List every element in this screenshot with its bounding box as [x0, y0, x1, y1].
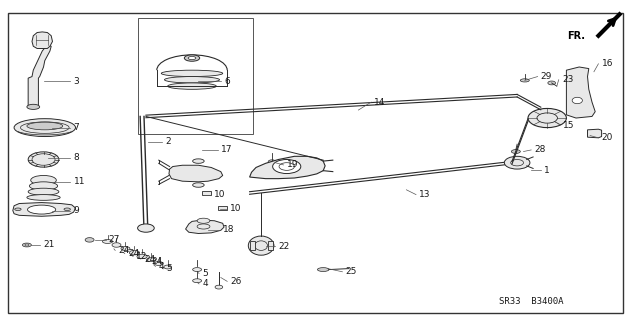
Ellipse shape: [27, 104, 40, 109]
Text: 16: 16: [602, 59, 613, 68]
Ellipse shape: [188, 56, 196, 60]
Text: 3: 3: [74, 77, 79, 86]
Text: 18: 18: [223, 225, 234, 234]
Text: 12: 12: [136, 252, 148, 261]
Ellipse shape: [147, 258, 156, 262]
Polygon shape: [169, 165, 223, 182]
Text: 1: 1: [544, 166, 550, 174]
Ellipse shape: [27, 195, 60, 200]
Ellipse shape: [215, 285, 223, 289]
Text: 26: 26: [230, 277, 242, 286]
Text: 9: 9: [74, 206, 79, 215]
Text: 21: 21: [44, 241, 55, 249]
Text: SR33  B3400A: SR33 B3400A: [499, 297, 564, 306]
Text: 24: 24: [128, 249, 140, 258]
Ellipse shape: [164, 77, 220, 83]
Ellipse shape: [137, 254, 147, 259]
Ellipse shape: [15, 208, 21, 211]
Ellipse shape: [28, 188, 59, 195]
Ellipse shape: [27, 122, 63, 130]
Ellipse shape: [112, 243, 121, 247]
Text: 7: 7: [74, 123, 79, 132]
Ellipse shape: [129, 250, 140, 255]
Text: 22: 22: [278, 242, 290, 251]
Text: 20: 20: [602, 133, 613, 142]
Ellipse shape: [511, 150, 520, 153]
Ellipse shape: [248, 236, 274, 255]
Ellipse shape: [528, 108, 566, 128]
Ellipse shape: [28, 205, 56, 214]
Ellipse shape: [28, 152, 59, 167]
Polygon shape: [186, 220, 224, 234]
Text: 19: 19: [287, 160, 298, 169]
Ellipse shape: [193, 159, 204, 163]
Text: 10: 10: [214, 190, 226, 199]
Text: 14: 14: [374, 98, 386, 107]
Ellipse shape: [184, 55, 200, 61]
Text: 29: 29: [541, 72, 552, 81]
Bar: [218, 206, 227, 210]
Ellipse shape: [273, 160, 301, 174]
Ellipse shape: [197, 218, 210, 223]
Ellipse shape: [572, 97, 582, 104]
Polygon shape: [32, 32, 52, 48]
Text: 15: 15: [563, 121, 575, 130]
Text: 11: 11: [74, 177, 85, 186]
Text: 5: 5: [166, 264, 172, 273]
Polygon shape: [588, 129, 602, 138]
Text: 4: 4: [159, 262, 164, 271]
Ellipse shape: [268, 160, 276, 164]
Ellipse shape: [317, 268, 329, 271]
Text: 10: 10: [230, 204, 242, 213]
Ellipse shape: [193, 268, 202, 271]
Text: 17: 17: [221, 145, 232, 154]
Text: 28: 28: [534, 145, 546, 154]
Text: 24: 24: [144, 255, 156, 263]
Ellipse shape: [85, 238, 94, 242]
Ellipse shape: [161, 70, 223, 77]
Polygon shape: [13, 203, 76, 216]
Ellipse shape: [138, 224, 154, 232]
Text: 25: 25: [346, 267, 357, 276]
Bar: [268, 241, 273, 250]
Bar: [202, 191, 211, 195]
Ellipse shape: [548, 81, 556, 85]
Ellipse shape: [193, 183, 204, 187]
Ellipse shape: [168, 83, 216, 89]
Ellipse shape: [102, 240, 113, 243]
Ellipse shape: [31, 175, 56, 185]
Ellipse shape: [520, 79, 529, 82]
Ellipse shape: [197, 224, 210, 229]
Ellipse shape: [64, 208, 70, 211]
Polygon shape: [566, 67, 595, 118]
Text: 13: 13: [419, 190, 431, 199]
Ellipse shape: [164, 265, 172, 269]
Ellipse shape: [154, 262, 163, 265]
Ellipse shape: [22, 243, 31, 247]
Text: 27: 27: [109, 235, 120, 244]
Bar: [138, 18, 253, 134]
Ellipse shape: [121, 247, 130, 250]
Ellipse shape: [25, 244, 29, 246]
Text: 2: 2: [165, 137, 171, 146]
Text: 4: 4: [202, 279, 208, 288]
Text: 23: 23: [562, 75, 573, 84]
Text: 6: 6: [224, 77, 230, 86]
Ellipse shape: [193, 279, 202, 283]
Text: 5: 5: [202, 269, 208, 278]
Text: 8: 8: [74, 153, 79, 162]
Ellipse shape: [504, 156, 530, 169]
Polygon shape: [28, 45, 51, 107]
Bar: [250, 241, 255, 250]
Polygon shape: [250, 156, 325, 179]
Ellipse shape: [29, 182, 58, 190]
Text: 24: 24: [152, 257, 163, 266]
Text: 24: 24: [118, 246, 130, 255]
Text: FR.: FR.: [568, 31, 586, 41]
Ellipse shape: [14, 119, 76, 137]
